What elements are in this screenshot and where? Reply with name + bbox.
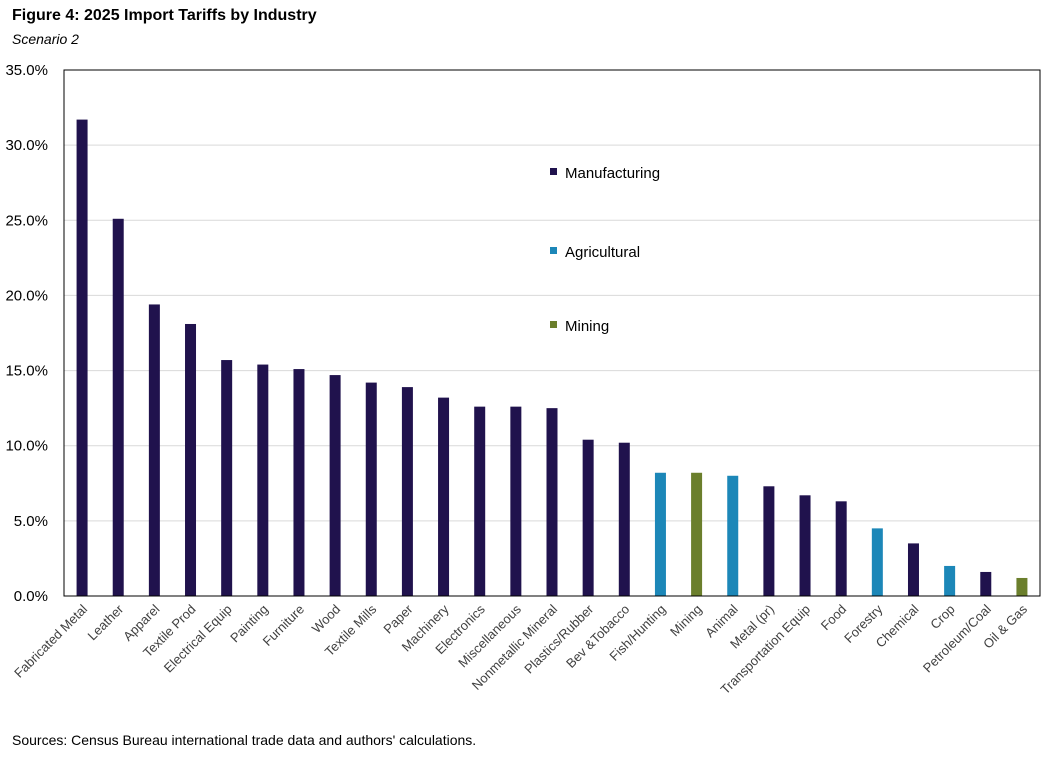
legend: Manufacturing Agricultural Mining (550, 165, 660, 335)
y-tick-label: 25.0% (5, 212, 48, 229)
bar (907, 543, 919, 596)
bar (1016, 577, 1028, 596)
bar (763, 486, 775, 596)
bar (835, 501, 847, 596)
y-tick-label: 10.0% (5, 438, 48, 455)
bar (365, 382, 377, 596)
bar (727, 475, 739, 596)
x-tick-label: Fabricated Metal (11, 601, 90, 680)
bar (401, 387, 413, 596)
plot-area-frame (63, 69, 1041, 597)
bars (76, 119, 1028, 597)
y-tick-label: 5.0% (14, 513, 48, 530)
bar (474, 406, 486, 596)
bar (112, 218, 124, 597)
bar (582, 439, 594, 596)
x-tick-label: Crop (927, 602, 958, 633)
y-tick-label: 30.0% (5, 137, 48, 154)
legend-label: Mining (565, 318, 609, 335)
y-tick-label: 35.0% (5, 62, 48, 79)
bar (438, 397, 450, 596)
x-tick-label: Leather (85, 601, 127, 643)
bar (510, 406, 522, 596)
y-axis-ticks: 0.0% 5.0% 10.0% 15.0% 20.0% 25.0% 30.0% 35.0% (5, 62, 48, 605)
chart-title: Figure 4: 2025 Import Tariffs by Industr… (12, 7, 317, 24)
legend-label: Manufacturing (565, 165, 660, 182)
bar (76, 119, 88, 596)
bar (546, 408, 558, 596)
bar (221, 360, 233, 596)
legend-swatch (550, 247, 557, 254)
source-note: Sources: Census Bureau international tra… (12, 732, 477, 748)
bar (185, 323, 197, 596)
legend-swatch (550, 168, 557, 175)
bar (293, 369, 305, 596)
x-tick-label: Food (818, 602, 850, 634)
bar (944, 565, 956, 596)
bar (618, 442, 630, 596)
bar (329, 375, 341, 596)
legend-swatch (550, 321, 557, 328)
bar (799, 495, 811, 596)
x-tick-label: Wood (309, 602, 343, 636)
bar (691, 472, 703, 596)
x-tick-label: Mining (667, 602, 705, 640)
bar (980, 571, 992, 596)
y-tick-label: 15.0% (5, 363, 48, 380)
bar (654, 472, 666, 596)
y-tick-label: 0.0% (14, 588, 48, 605)
bar (148, 304, 160, 596)
bar (257, 364, 269, 596)
chart-subtitle: Scenario 2 (12, 31, 79, 47)
y-tick-label: 20.0% (5, 287, 48, 304)
legend-label: Agricultural (565, 244, 640, 261)
bar (871, 528, 883, 596)
